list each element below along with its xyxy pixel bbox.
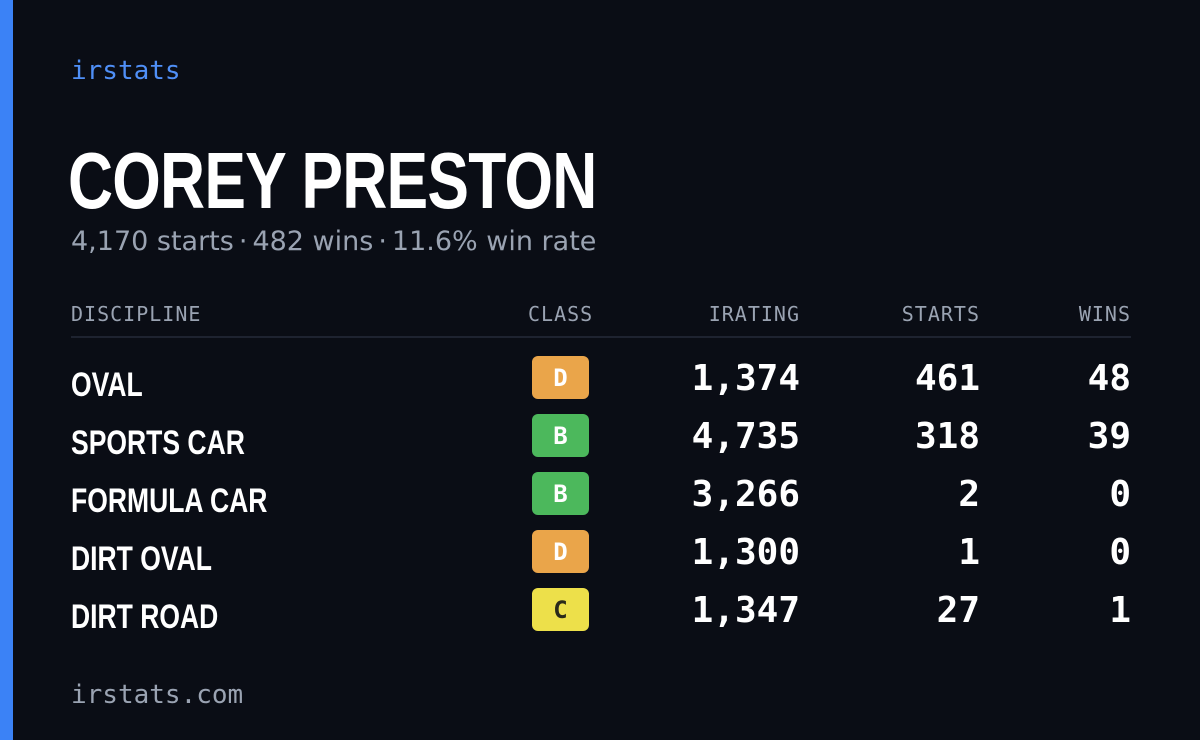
header-starts: STARTS bbox=[901, 302, 980, 326]
irating-value: 1,300 bbox=[691, 532, 800, 573]
table-row: OVAL D 1,374 461 48 bbox=[71, 354, 1131, 412]
brand-logo: irstats bbox=[71, 56, 181, 86]
class-badge: B bbox=[532, 414, 589, 457]
starts-value: 461 bbox=[914, 358, 980, 399]
wins-summary: 482 wins bbox=[252, 226, 374, 257]
discipline-name: DIRT OVAL bbox=[71, 540, 212, 578]
table-row: SPORTS CAR B 4,735 318 39 bbox=[71, 412, 1131, 470]
class-badge: C bbox=[532, 588, 589, 631]
starts-value: 1 bbox=[958, 532, 980, 573]
summary-separator: · bbox=[378, 226, 387, 257]
starts-value: 27 bbox=[936, 590, 980, 631]
discipline-name: DIRT ROAD bbox=[71, 598, 219, 636]
accent-bar bbox=[0, 0, 13, 740]
driver-summary: 4,170 starts · 482 wins · 11.6% win rate bbox=[71, 226, 596, 257]
class-badge: D bbox=[532, 530, 589, 573]
header-discipline: DISCIPLINE bbox=[71, 302, 202, 326]
class-badge: B bbox=[532, 472, 589, 515]
footer-url: irstats.com bbox=[71, 680, 244, 710]
header-irating: IRATING bbox=[708, 302, 800, 326]
irating-value: 3,266 bbox=[691, 474, 800, 515]
driver-name: COREY PRESTON bbox=[68, 136, 597, 225]
summary-separator: · bbox=[238, 226, 248, 257]
discipline-name: FORMULA CAR bbox=[71, 482, 268, 520]
wins-value: 0 bbox=[1109, 474, 1131, 515]
irating-value: 1,347 bbox=[691, 590, 800, 631]
irating-value: 1,374 bbox=[691, 358, 800, 399]
wins-value: 1 bbox=[1109, 590, 1131, 631]
table-body: OVAL D 1,374 461 48 SPORTS CAR B 4,735 3… bbox=[71, 354, 1131, 644]
discipline-name: OVAL bbox=[71, 366, 143, 404]
win-rate-summary: 11.6% win rate bbox=[391, 226, 597, 257]
header-wins: WINS bbox=[1078, 302, 1131, 326]
table-row: DIRT ROAD C 1,347 27 1 bbox=[71, 586, 1131, 644]
starts-summary: 4,170 starts bbox=[71, 226, 234, 257]
header-class: CLASS bbox=[528, 302, 594, 326]
table-row: FORMULA CAR B 3,266 2 0 bbox=[71, 470, 1131, 528]
wins-value: 0 bbox=[1109, 532, 1131, 573]
table-row: DIRT OVAL D 1,300 1 0 bbox=[71, 528, 1131, 586]
discipline-name: SPORTS CAR bbox=[71, 424, 245, 462]
starts-value: 318 bbox=[914, 416, 980, 457]
table-header: DISCIPLINE CLASS IRATING STARTS WINS bbox=[71, 296, 1131, 338]
starts-value: 2 bbox=[958, 474, 980, 515]
discipline-table: DISCIPLINE CLASS IRATING STARTS WINS OVA… bbox=[71, 296, 1131, 644]
wins-value: 39 bbox=[1087, 416, 1131, 457]
wins-value: 48 bbox=[1087, 358, 1131, 399]
class-badge: D bbox=[532, 356, 589, 399]
irating-value: 4,735 bbox=[691, 416, 800, 457]
